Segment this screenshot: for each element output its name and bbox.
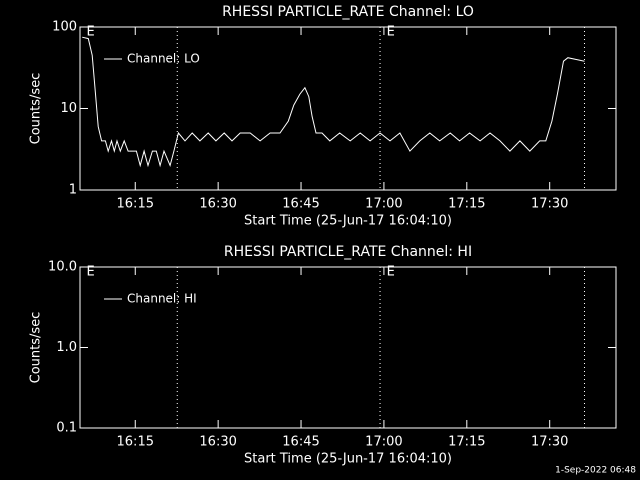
annotation: E [387, 25, 395, 40]
annotation: E [87, 265, 95, 280]
x-tick-label: 16:30 [199, 435, 236, 450]
y-tick-label: 0.1 [56, 421, 77, 436]
x-tick-label: 17:15 [448, 197, 485, 212]
y-axis-label: Counts/sec [29, 312, 44, 384]
x-axis-label: Start Time (25-Jun-17 16:04:10) [244, 452, 452, 467]
y-tick-label: 10.0 [48, 260, 77, 275]
x-tick-label: 17:30 [531, 435, 568, 450]
x-tick-label: 16:45 [282, 197, 319, 212]
y-axis-label: Counts/sec [29, 73, 44, 145]
chart-title: RHESSI PARTICLE_RATE Channel: HI [224, 244, 472, 260]
legend-label: Channel: LO [127, 52, 200, 66]
x-axis-label: Start Time (25-Jun-17 16:04:10) [244, 214, 452, 229]
y-tick-label: 100 [52, 20, 77, 35]
x-tick-label: 16:45 [282, 435, 319, 450]
legend-label: Channel: HI [127, 292, 197, 306]
x-tick-label: 17:00 [365, 435, 402, 450]
footer: 1-Sep-2022 06:48 [555, 466, 636, 476]
annotation: E [87, 25, 95, 40]
y-tick-label: 1.0 [56, 340, 77, 355]
x-tick-label: 17:30 [531, 197, 568, 212]
x-tick-label: 17:15 [448, 435, 485, 450]
x-tick-label: 16:15 [117, 197, 154, 212]
annotation: E [387, 265, 395, 280]
y-tick-label: 1 [69, 183, 77, 198]
x-tick-label: 16:15 [117, 435, 154, 450]
chart-title: RHESSI PARTICLE_RATE Channel: LO [222, 4, 474, 20]
x-tick-label: 16:30 [199, 197, 236, 212]
data-line [82, 36, 585, 168]
x-tick-label: 17:00 [365, 197, 402, 212]
y-tick-label: 10 [60, 101, 77, 116]
